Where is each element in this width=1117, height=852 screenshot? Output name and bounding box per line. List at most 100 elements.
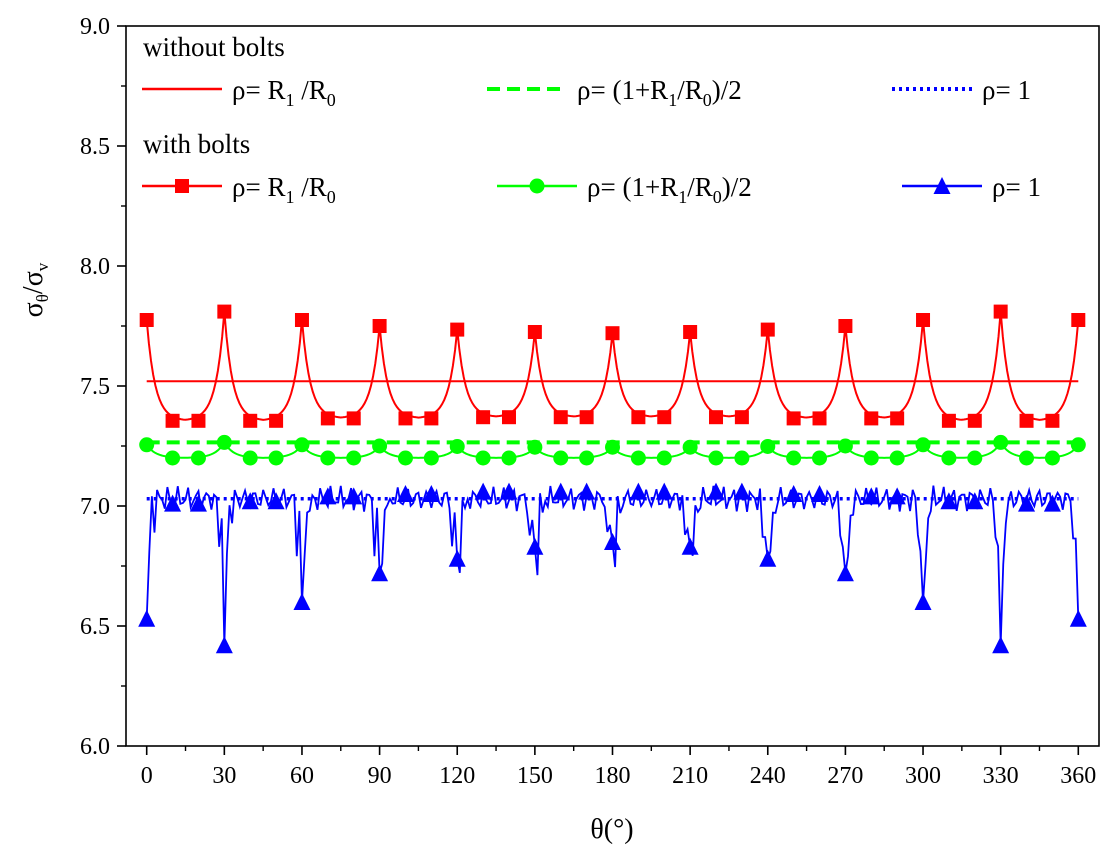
marker-square xyxy=(450,322,465,337)
marker-square xyxy=(320,411,335,426)
marker-circle xyxy=(682,439,698,455)
legend-label-without-avg: ρ= (1+R1/R0)/2 xyxy=(577,75,742,110)
x-tick-label: 150 xyxy=(517,763,553,789)
marker-circle xyxy=(139,437,155,453)
marker-circle xyxy=(993,434,1009,450)
x-tick-label: 360 xyxy=(1060,763,1096,789)
legend-group-without: without bolts xyxy=(143,32,285,62)
marker-square xyxy=(217,304,232,319)
marker-triangle xyxy=(1043,494,1061,512)
x-tick-label: 60 xyxy=(290,763,314,789)
marker-triangle xyxy=(836,564,854,582)
marker-triangle xyxy=(552,482,570,500)
marker-circle xyxy=(605,439,620,455)
legend-marker-triangle xyxy=(933,177,951,194)
marker-triangle xyxy=(500,482,518,500)
x-tick-label: 180 xyxy=(595,763,631,789)
marker-square xyxy=(372,319,387,333)
marker-triangle xyxy=(526,537,544,555)
x-axis-title: θ(°) xyxy=(590,814,633,845)
marker-triangle xyxy=(811,485,829,502)
marker-square xyxy=(838,319,853,333)
marker-square xyxy=(786,411,801,426)
marker-circle xyxy=(967,450,983,466)
marker-circle xyxy=(786,450,802,466)
data-area xyxy=(138,304,1087,654)
marker-circle xyxy=(242,450,258,466)
marker-circle xyxy=(190,450,206,466)
y-tick-label: 6.0 xyxy=(80,734,110,760)
marker-triangle xyxy=(785,485,803,502)
marker-square xyxy=(1045,413,1060,428)
x-tick-label: 0 xyxy=(141,763,153,789)
marker-square xyxy=(346,411,361,426)
axis-ticks: 0 30 60 90 120 150 180 210 240 270 300 330 360 6.0 6.5… xyxy=(80,14,1096,789)
marker-triangle xyxy=(164,494,182,512)
marker-triangle xyxy=(733,482,751,500)
marker-circle xyxy=(397,450,413,466)
y-tick-label: 8.0 xyxy=(80,254,110,280)
marker-triangle xyxy=(604,533,621,550)
marker-circle xyxy=(1070,437,1086,453)
marker-square xyxy=(993,304,1008,319)
marker-square xyxy=(243,413,258,428)
marker-square xyxy=(398,411,413,426)
x-tick-label: 120 xyxy=(439,763,475,789)
marker-square xyxy=(139,313,154,327)
x-tick-label: 210 xyxy=(672,763,708,789)
marker-square xyxy=(709,410,724,425)
marker-triangle xyxy=(940,492,958,510)
y-tick-label: 6.5 xyxy=(80,614,110,640)
marker-triangle xyxy=(862,487,880,505)
marker-triangle xyxy=(293,593,311,610)
legend-marker-circle xyxy=(529,178,545,194)
marker-square xyxy=(553,410,568,425)
marker-square xyxy=(294,313,309,327)
marker-triangle xyxy=(578,482,596,500)
marker-triangle xyxy=(655,482,673,500)
legend-group-with: with bolts xyxy=(143,129,250,159)
marker-triangle xyxy=(241,492,259,510)
legend-label-with-one: ρ= 1 xyxy=(992,172,1041,202)
marker-triangle xyxy=(707,482,725,500)
marker-square xyxy=(890,411,905,426)
marker-square xyxy=(734,410,749,425)
marker-circle xyxy=(915,437,931,453)
marker-square xyxy=(424,411,439,426)
x-tick-label: 330 xyxy=(983,763,1019,789)
marker-triangle xyxy=(422,485,440,502)
marker-square xyxy=(527,325,542,339)
marker-triangle xyxy=(914,593,932,610)
marker-circle xyxy=(423,450,439,466)
marker-square xyxy=(165,413,180,428)
x-tick-label: 30 xyxy=(212,763,236,789)
x-tick-label: 300 xyxy=(905,763,941,789)
marker-triangle xyxy=(138,609,156,627)
marker-square xyxy=(605,326,620,341)
marker-square xyxy=(760,322,775,337)
marker-circle xyxy=(216,434,232,450)
y-tick-label: 9.0 xyxy=(80,14,110,40)
marker-square xyxy=(864,411,879,426)
marker-triangle xyxy=(215,636,233,654)
marker-circle xyxy=(268,450,284,466)
y-tick-label: 8.5 xyxy=(80,134,110,160)
marker-square xyxy=(967,413,982,428)
legend-marker-square xyxy=(175,179,189,193)
marker-triangle xyxy=(474,482,492,500)
x-tick-label: 270 xyxy=(827,763,863,789)
legend-label-with-avg: ρ= (1+R1/R0)/2 xyxy=(587,172,752,207)
marker-square xyxy=(269,413,284,428)
marker-square xyxy=(476,410,491,425)
marker-triangle xyxy=(888,487,906,505)
marker-triangle xyxy=(992,636,1010,654)
marker-circle xyxy=(1019,450,1035,466)
y-axis-title: σθ/σv xyxy=(18,262,52,317)
marker-circle xyxy=(527,439,543,455)
marker-triangle xyxy=(267,492,285,510)
marker-triangle xyxy=(1069,609,1087,627)
marker-square xyxy=(501,410,516,425)
marker-triangle xyxy=(966,492,984,510)
